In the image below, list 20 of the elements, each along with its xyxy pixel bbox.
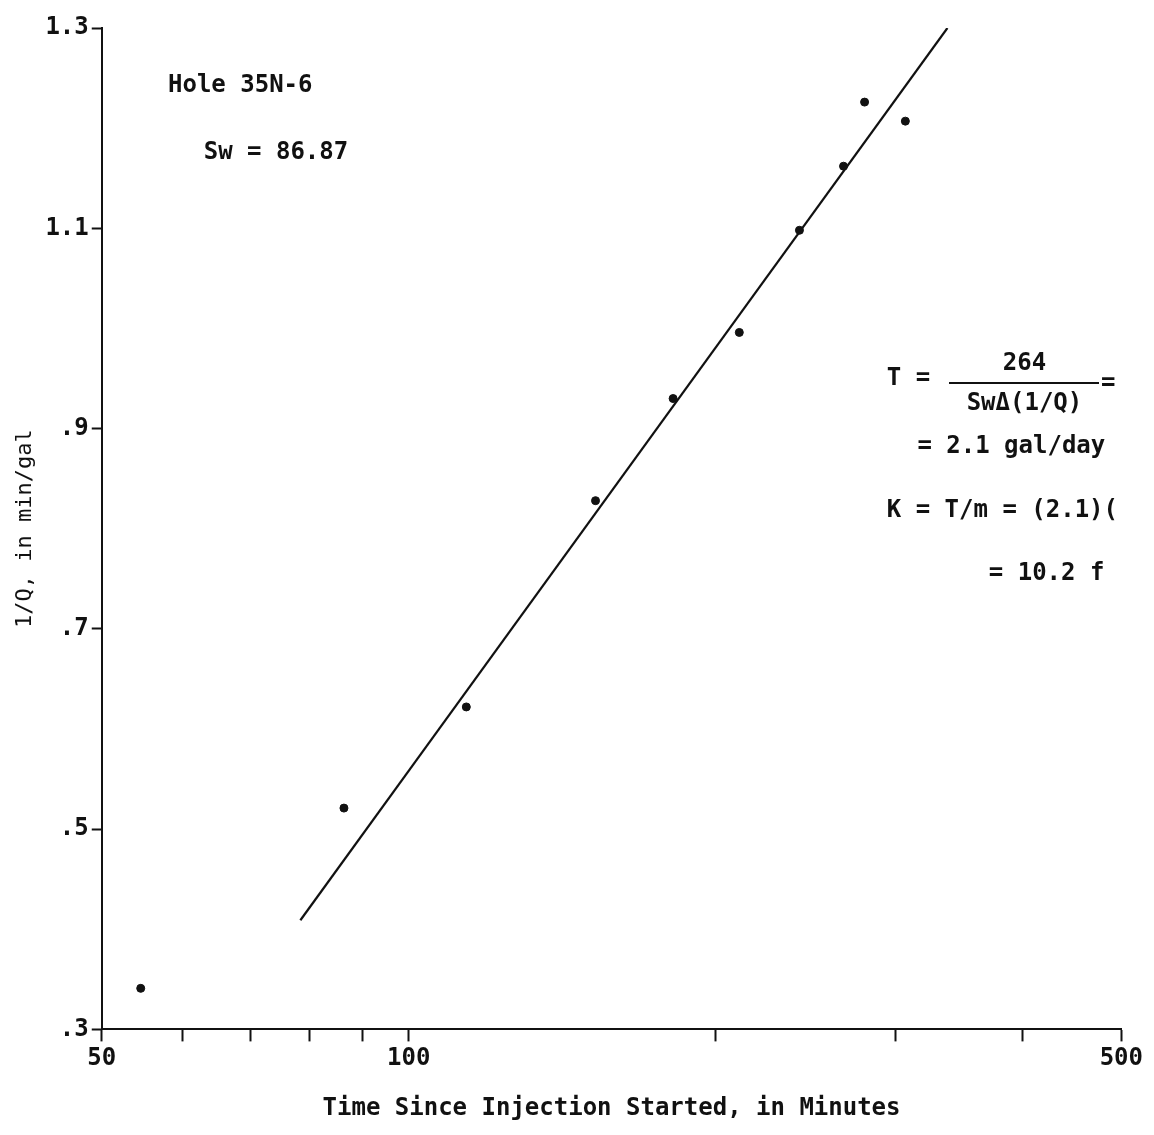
annotation: = [1100,367,1116,396]
annotation: K = T/m = (2.1)( [886,494,1119,523]
annotation: = 2.1 gal/day [917,430,1106,459]
annotation: = 10.2 f [988,558,1105,586]
x-tick-label: 100 [386,1043,431,1072]
annotation: SwΔ(1/Q) [966,387,1083,416]
y-tick-label: .5 [59,813,89,842]
y-tick-label: .9 [59,412,89,441]
y-axis-title: 1/Q, in min/gal [10,429,36,629]
y-tick-label: 1.3 [45,12,89,41]
annotation: Hole 35N-6 [168,70,313,99]
y-tick-label: 1.1 [45,212,89,241]
annotation: Sw = 86.87 [203,137,349,166]
x-axis-title: Time Since Injection Started, in Minutes [322,1092,901,1121]
x-tick-label: 50 [87,1043,117,1072]
y-tick-label: .7 [59,613,89,642]
y-tick-label: .3 [59,1013,89,1042]
annotation: 264 [1002,347,1047,376]
x-tick-label: 500 [1099,1043,1144,1072]
annotation: T = [886,362,931,391]
